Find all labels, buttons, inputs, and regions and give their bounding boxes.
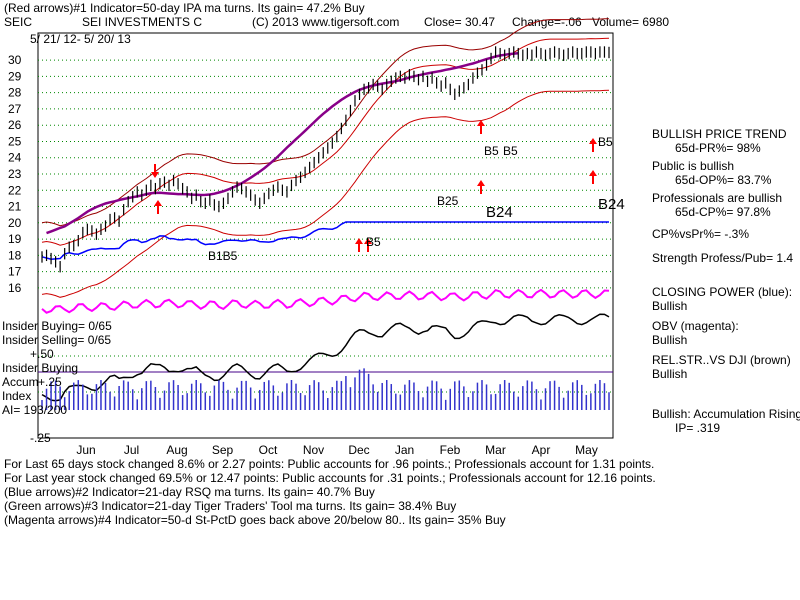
close-value: Close= 30.47 xyxy=(424,15,495,29)
relstr-label: REL.STR..VS DJI (brown) xyxy=(652,353,791,367)
obv-label: OBV (magenta): xyxy=(652,319,739,333)
ib-label: Insider Buying xyxy=(2,361,78,375)
y-tick-23: 23 xyxy=(8,167,22,181)
accum-status: Bullish: Accumulation Rising xyxy=(652,407,800,421)
cpvspr-value: CP%vsPr%= -.3% xyxy=(652,227,749,241)
minus25-tick: -.25 xyxy=(30,431,51,445)
signal-arrow-7 xyxy=(589,170,597,184)
footer-line5: (Magenta arrows)#4 Indicator=50-d St-Pct… xyxy=(4,513,506,527)
moving-average xyxy=(46,52,519,235)
ip-value: IP= .319 xyxy=(675,421,720,435)
lower-band xyxy=(41,89,610,298)
gridlines xyxy=(38,59,613,393)
y-tick-19: 19 xyxy=(8,232,22,246)
date-range: 5/ 21/ 12- 5/ 20/ 13 xyxy=(30,32,131,46)
y-tick-16: 16 xyxy=(8,281,22,295)
footer-line3: (Blue arrows)#2 Indicator=21-day RSQ ma … xyxy=(4,485,375,499)
public-title: Public is bullish xyxy=(652,159,734,173)
plus25-tick: +.25 xyxy=(38,375,62,389)
signal-arrow-3 xyxy=(364,238,372,252)
x-tick-labels: Jun Jul Aug Sep Oct Nov Dec Jan Feb Mar Apr May xyxy=(76,443,598,457)
cp-value: 65d-CP%= 97.8% xyxy=(675,205,771,219)
annotation-b5-feb: B5 xyxy=(484,144,499,158)
price-series xyxy=(41,46,610,273)
middle-band xyxy=(41,37,610,246)
y-tick-27: 27 xyxy=(8,102,22,116)
footer-line2: For Last year stock changed 69.5% or 12.… xyxy=(4,471,656,485)
y-tick-28: 28 xyxy=(8,86,22,100)
x-tick-dec: Dec xyxy=(348,443,369,457)
y-tick-26: 26 xyxy=(8,118,22,132)
plot-frame xyxy=(37,32,614,439)
obv-line xyxy=(41,288,610,314)
footer-line1: For Last 65 days stock changed 8.6% or 2… xyxy=(4,457,654,471)
x-tick-may: May xyxy=(575,443,598,457)
y-tick-30: 30 xyxy=(8,53,22,67)
y-tick-21: 21 xyxy=(8,200,22,214)
plus50-tick: +.50 xyxy=(30,347,54,361)
relstr-value: Bullish xyxy=(652,367,687,381)
x-tick-aug: Aug xyxy=(166,443,187,457)
trend-title: BULLISH PRICE TREND xyxy=(652,127,787,141)
insider-buying: Insider Buying= 0/65 xyxy=(2,319,112,333)
x-tick-jan: Jan xyxy=(395,443,414,457)
ai-value: AI= 193/200 xyxy=(2,403,67,417)
y-tick-17: 17 xyxy=(8,265,22,279)
annotation-b5-mar: B5 xyxy=(503,144,518,158)
signal-arrow-4 xyxy=(477,120,485,134)
annotation-b5-dec: B5 xyxy=(366,235,381,249)
indicator-lines xyxy=(41,18,610,402)
accum-label: Accum xyxy=(2,375,39,389)
x-tick-mar: Mar xyxy=(485,443,506,457)
index-label: Index xyxy=(2,389,31,403)
signal-arrow-5 xyxy=(477,180,485,194)
x-tick-apr: Apr xyxy=(532,443,551,457)
prof-title: Professionals are bullish xyxy=(652,191,782,205)
closing-power-label: CLOSING POWER (blue): xyxy=(652,285,792,299)
x-tick-jul: Jul xyxy=(124,443,139,457)
copyright: (C) 2013 www.tigersoft.com xyxy=(252,15,399,29)
strength-value: Strength Profess/Pub= 1.4 xyxy=(652,251,793,265)
annotation-b24-mid: B24 xyxy=(486,204,513,221)
y-tick-20: 20 xyxy=(8,216,22,230)
change-value: Change=-.06 xyxy=(512,15,582,29)
closing-power-line xyxy=(41,221,609,260)
header-line1: (Red arrows)#1 Indicator=50-day IPA ma t… xyxy=(4,1,365,15)
x-tick-nov: Nov xyxy=(303,443,324,457)
signal-arrow-1 xyxy=(154,200,162,214)
y-tick-22: 22 xyxy=(8,183,22,197)
annotation-b5-may: B5 xyxy=(598,135,613,149)
company-name: SEI INVESTMENTS C xyxy=(82,15,202,29)
obv-value: Bullish xyxy=(652,333,687,347)
signal-arrows xyxy=(151,120,597,252)
y-tick-24: 24 xyxy=(8,151,22,165)
insider-selling: Insider Selling= 0/65 xyxy=(2,333,111,347)
y-tick-29: 29 xyxy=(8,69,22,83)
op-value: 65d-OP%= 83.7% xyxy=(675,173,772,187)
signal-arrow-2 xyxy=(355,238,363,252)
rel-strength-line xyxy=(41,313,610,402)
y-tick-25: 25 xyxy=(8,134,22,148)
upper-band xyxy=(41,18,609,227)
annotation-b25: B25 xyxy=(437,194,459,208)
y-tick-18: 18 xyxy=(8,248,22,262)
x-tick-oct: Oct xyxy=(259,443,278,457)
closing-power-value: Bullish xyxy=(652,299,687,313)
signal-arrow-6 xyxy=(589,138,597,152)
x-tick-sep: Sep xyxy=(212,443,234,457)
signal-arrow-0 xyxy=(151,164,159,178)
annotation-b1b5: B1B5 xyxy=(208,249,238,263)
annotation-b24-right: B24 xyxy=(598,196,625,213)
accumulation-bars xyxy=(41,368,610,410)
volume-value: Volume= 6980 xyxy=(592,15,669,29)
ticker: SEIC xyxy=(4,15,32,29)
y-tick-labels: 16 17 18 19 20 21 22 23 24 25 26 27 28 29 30 xyxy=(8,53,22,295)
x-tick-jun: Jun xyxy=(76,443,95,457)
footer-line4: (Green arrows)#3 Indicator=21-day Tiger … xyxy=(4,499,456,513)
pr-value: 65d-PR%= 98% xyxy=(675,141,761,155)
x-tick-feb: Feb xyxy=(440,443,461,457)
